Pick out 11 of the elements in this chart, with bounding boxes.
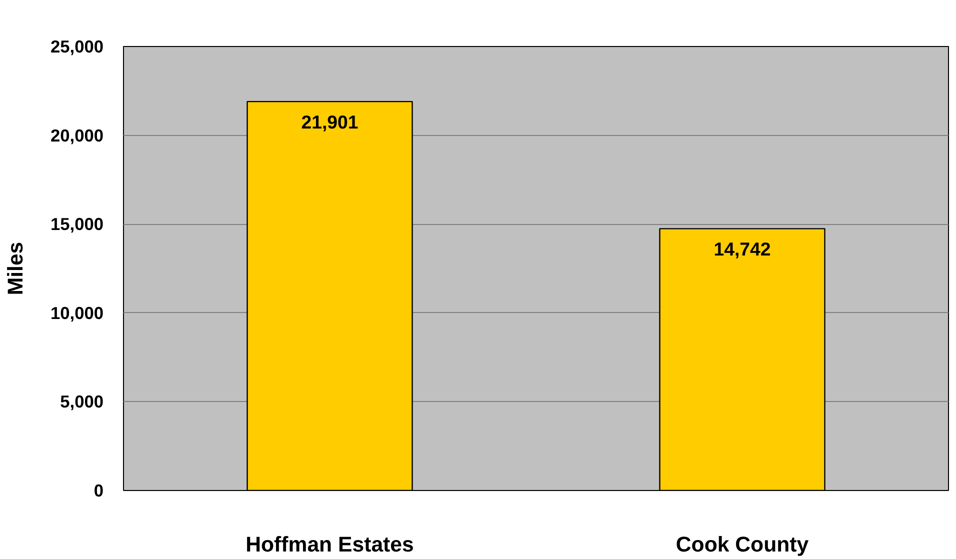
y-tick-label: 25,000 [50,36,104,56]
x-tick-label: Cook County [676,532,809,556]
y-axis-title: Miles [4,242,28,296]
y-tick-label: 10,000 [50,302,104,323]
data-label: 14,742 [714,238,771,260]
y-tick-label: 15,000 [50,214,104,234]
y-tick-label: 0 [94,480,104,500]
data-label: 21,901 [301,112,358,133]
x-tick-label: Hoffman Estates [246,532,414,556]
y-tick-label: 20,000 [50,125,104,146]
y-tick-label: 5,000 [60,392,104,412]
